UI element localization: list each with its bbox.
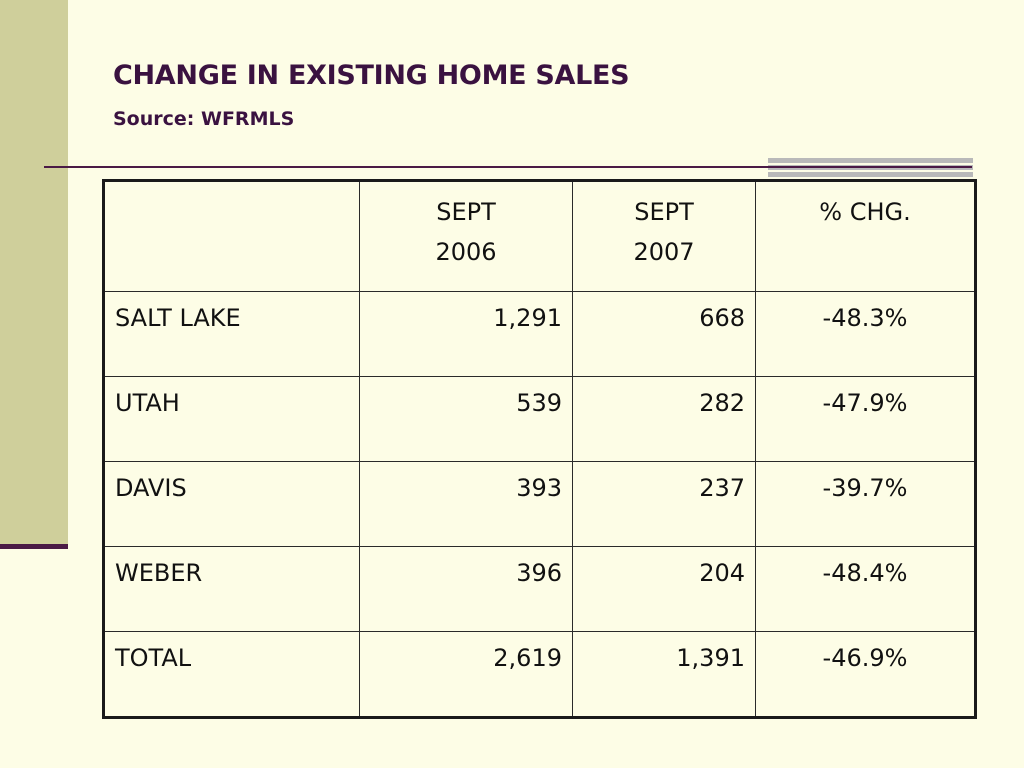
region-cell: WEBER bbox=[103, 546, 360, 632]
sept-2006-cell: 396 bbox=[359, 546, 573, 632]
header-rule bbox=[44, 166, 972, 168]
sept-2006-cell: 2,619 bbox=[359, 631, 573, 718]
pct-chg-cell: -46.9% bbox=[755, 631, 976, 718]
sept-2007-cell: 237 bbox=[572, 461, 756, 547]
table-header-row: SEPT 2006 SEPT 2007 % CHG. bbox=[103, 180, 976, 292]
sept-2007-cell: 668 bbox=[572, 291, 756, 377]
region-cell: UTAH bbox=[103, 376, 360, 462]
header-cell-sept-2006: SEPT 2006 bbox=[359, 180, 573, 292]
header-cell-pct-chg: % CHG. bbox=[755, 180, 976, 292]
table-row: WEBER 396 204 -48.4% bbox=[103, 546, 976, 632]
region-cell: DAVIS bbox=[103, 461, 360, 547]
header-line-2: 2007 bbox=[633, 238, 695, 266]
region-cell: SALT LAKE bbox=[103, 291, 360, 377]
sept-2007-cell: 204 bbox=[572, 546, 756, 632]
pct-chg-cell: -48.3% bbox=[755, 291, 976, 377]
sept-2006-cell: 539 bbox=[359, 376, 573, 462]
header-cell-region bbox=[103, 180, 360, 292]
pct-chg-cell: -47.9% bbox=[755, 376, 976, 462]
slide-subtitle: Source: WFRMLS bbox=[113, 108, 295, 130]
pct-chg-cell: -48.4% bbox=[755, 546, 976, 632]
slide-title: CHANGE IN EXISTING HOME SALES bbox=[113, 60, 630, 91]
header-line-1: % CHG. bbox=[819, 198, 911, 226]
sept-2006-cell: 1,291 bbox=[359, 291, 573, 377]
decorative-grey-block bbox=[768, 158, 973, 178]
side-accent-rule bbox=[0, 544, 68, 549]
header-line-1: SEPT bbox=[436, 198, 496, 226]
table-row: UTAH 539 282 -47.9% bbox=[103, 376, 976, 462]
table-row-total: TOTAL 2,619 1,391 -46.9% bbox=[103, 631, 976, 718]
side-accent-bar bbox=[0, 0, 68, 546]
header-line-1: SEPT bbox=[634, 198, 694, 226]
sept-2007-cell: 282 bbox=[572, 376, 756, 462]
region-cell: TOTAL bbox=[103, 631, 360, 718]
sept-2006-cell: 393 bbox=[359, 461, 573, 547]
header-cell-sept-2007: SEPT 2007 bbox=[572, 180, 756, 292]
pct-chg-cell: -39.7% bbox=[755, 461, 976, 547]
table-row: DAVIS 393 237 -39.7% bbox=[103, 461, 976, 547]
table-row: SALT LAKE 1,291 668 -48.3% bbox=[103, 291, 976, 377]
header-line-2: 2006 bbox=[435, 238, 497, 266]
home-sales-table: SEPT 2006 SEPT 2007 % CHG. SALT LAKE 1,2… bbox=[102, 179, 977, 719]
sept-2007-cell: 1,391 bbox=[572, 631, 756, 718]
